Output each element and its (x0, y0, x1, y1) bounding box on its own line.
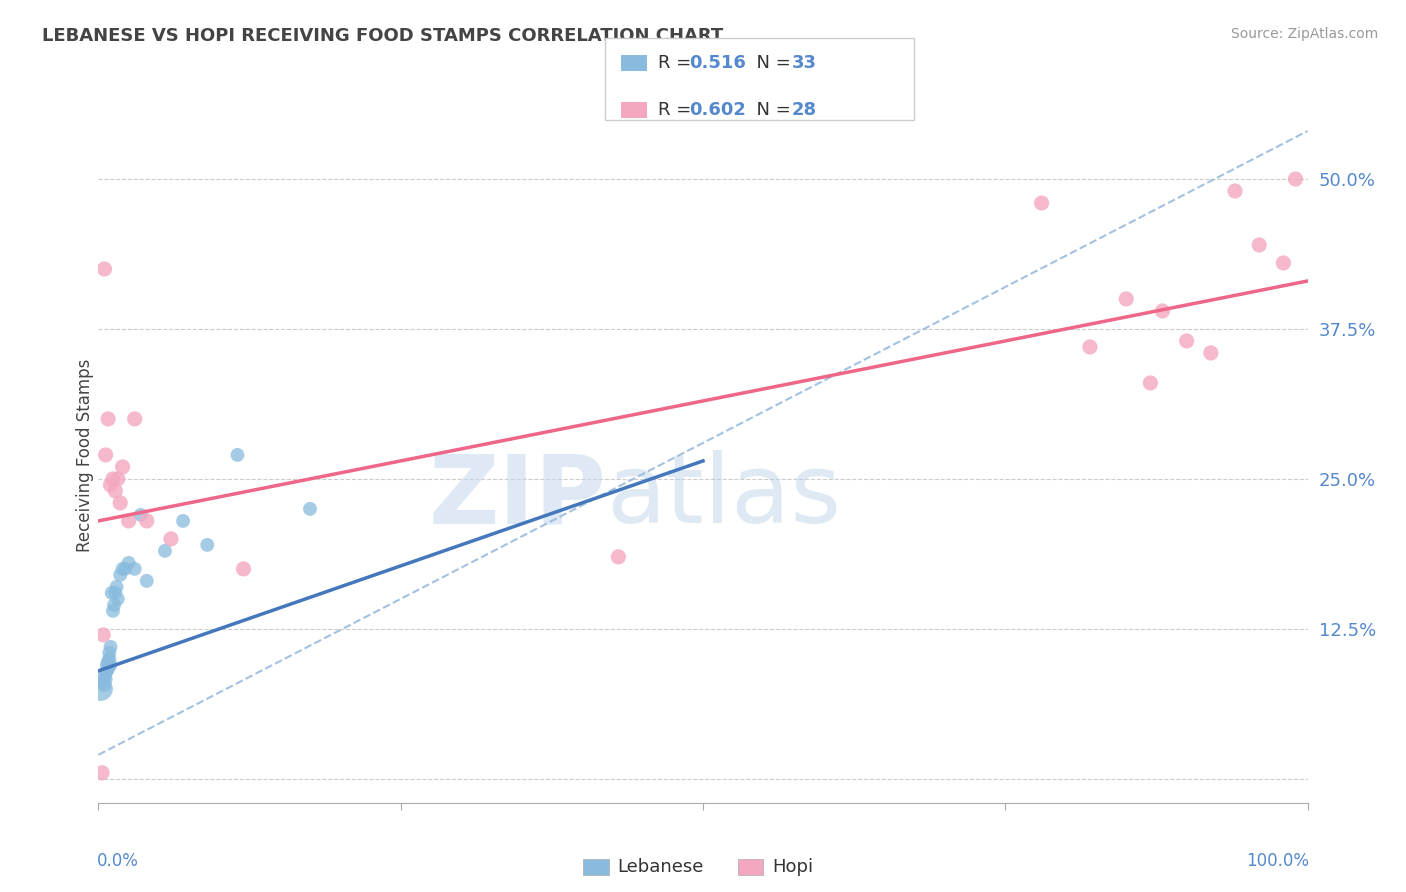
Point (97, 412, 120, 426)
Point (1199, 346, 1222, 360)
Text: ZIP: ZIP (429, 450, 606, 543)
Text: LEBANESE VS HOPI RECEIVING FOOD STAMPS CORRELATION CHART: LEBANESE VS HOPI RECEIVING FOOD STAMPS C… (42, 27, 724, 45)
Point (1078, 340, 1101, 354)
Point (1115, 292, 1137, 306)
Point (103, 598, 125, 612)
Text: Source: ZipAtlas.com: Source: ZipAtlas.com (1230, 27, 1378, 41)
Point (91, 765, 114, 780)
Point (1249, 238, 1271, 252)
Text: R =: R = (658, 54, 697, 72)
Text: 0.0%: 0.0% (97, 852, 139, 870)
Point (104, 586, 127, 600)
Point (172, 514, 194, 528)
Point (101, 472, 124, 486)
Point (96, 657, 118, 672)
Point (105, 580, 128, 594)
Point (160, 532, 183, 546)
Point (226, 448, 249, 462)
Y-axis label: Receiving Food Stamps: Receiving Food Stamps (76, 359, 94, 551)
Point (108, 496, 131, 510)
Point (100, 640, 122, 654)
Text: 0.602: 0.602 (689, 101, 745, 119)
Point (607, 549, 630, 564)
Point (91, 628, 114, 642)
Point (104, 483, 127, 498)
Text: Lebanese: Lebanese (617, 858, 703, 876)
Point (100, 586, 122, 600)
Text: 100.0%: 100.0% (1246, 852, 1309, 870)
Point (114, 562, 136, 576)
Point (100, 478, 122, 492)
Point (111, 562, 134, 576)
Point (93, 670, 115, 684)
Point (1272, 256, 1295, 270)
Text: Hopi: Hopi (772, 858, 813, 876)
Text: 0.516: 0.516 (689, 54, 745, 72)
Point (107, 591, 129, 606)
Point (93, 678, 115, 692)
Text: N =: N = (745, 101, 797, 119)
Point (1284, 172, 1306, 186)
Point (195, 538, 218, 552)
Point (97, 654, 120, 668)
Point (1031, 196, 1053, 211)
Point (124, 562, 146, 576)
Point (111, 459, 134, 474)
Text: N =: N = (745, 54, 797, 72)
Point (93, 262, 115, 277)
Point (94, 672, 117, 686)
Point (118, 556, 141, 570)
Point (97, 661, 120, 675)
Point (1139, 376, 1161, 390)
Point (1152, 304, 1174, 318)
Point (91, 676, 114, 690)
Point (1223, 184, 1246, 198)
Point (100, 657, 122, 672)
Point (135, 514, 157, 528)
Point (153, 544, 176, 558)
Text: 28: 28 (792, 101, 817, 119)
Point (98, 652, 121, 666)
Point (98, 646, 121, 660)
Text: R =: R = (658, 101, 697, 119)
Point (90, 681, 112, 696)
Point (135, 574, 157, 588)
Text: atlas: atlas (606, 450, 841, 543)
Text: 33: 33 (792, 54, 817, 72)
Point (107, 472, 129, 486)
Point (94, 666, 117, 681)
Point (129, 508, 152, 522)
Point (94, 448, 117, 462)
Point (108, 567, 131, 582)
Point (299, 502, 322, 516)
Point (1175, 334, 1198, 348)
Point (91, 673, 114, 688)
Point (124, 412, 146, 426)
Point (96, 664, 118, 678)
Point (232, 562, 254, 576)
Point (101, 604, 124, 618)
Point (118, 514, 141, 528)
